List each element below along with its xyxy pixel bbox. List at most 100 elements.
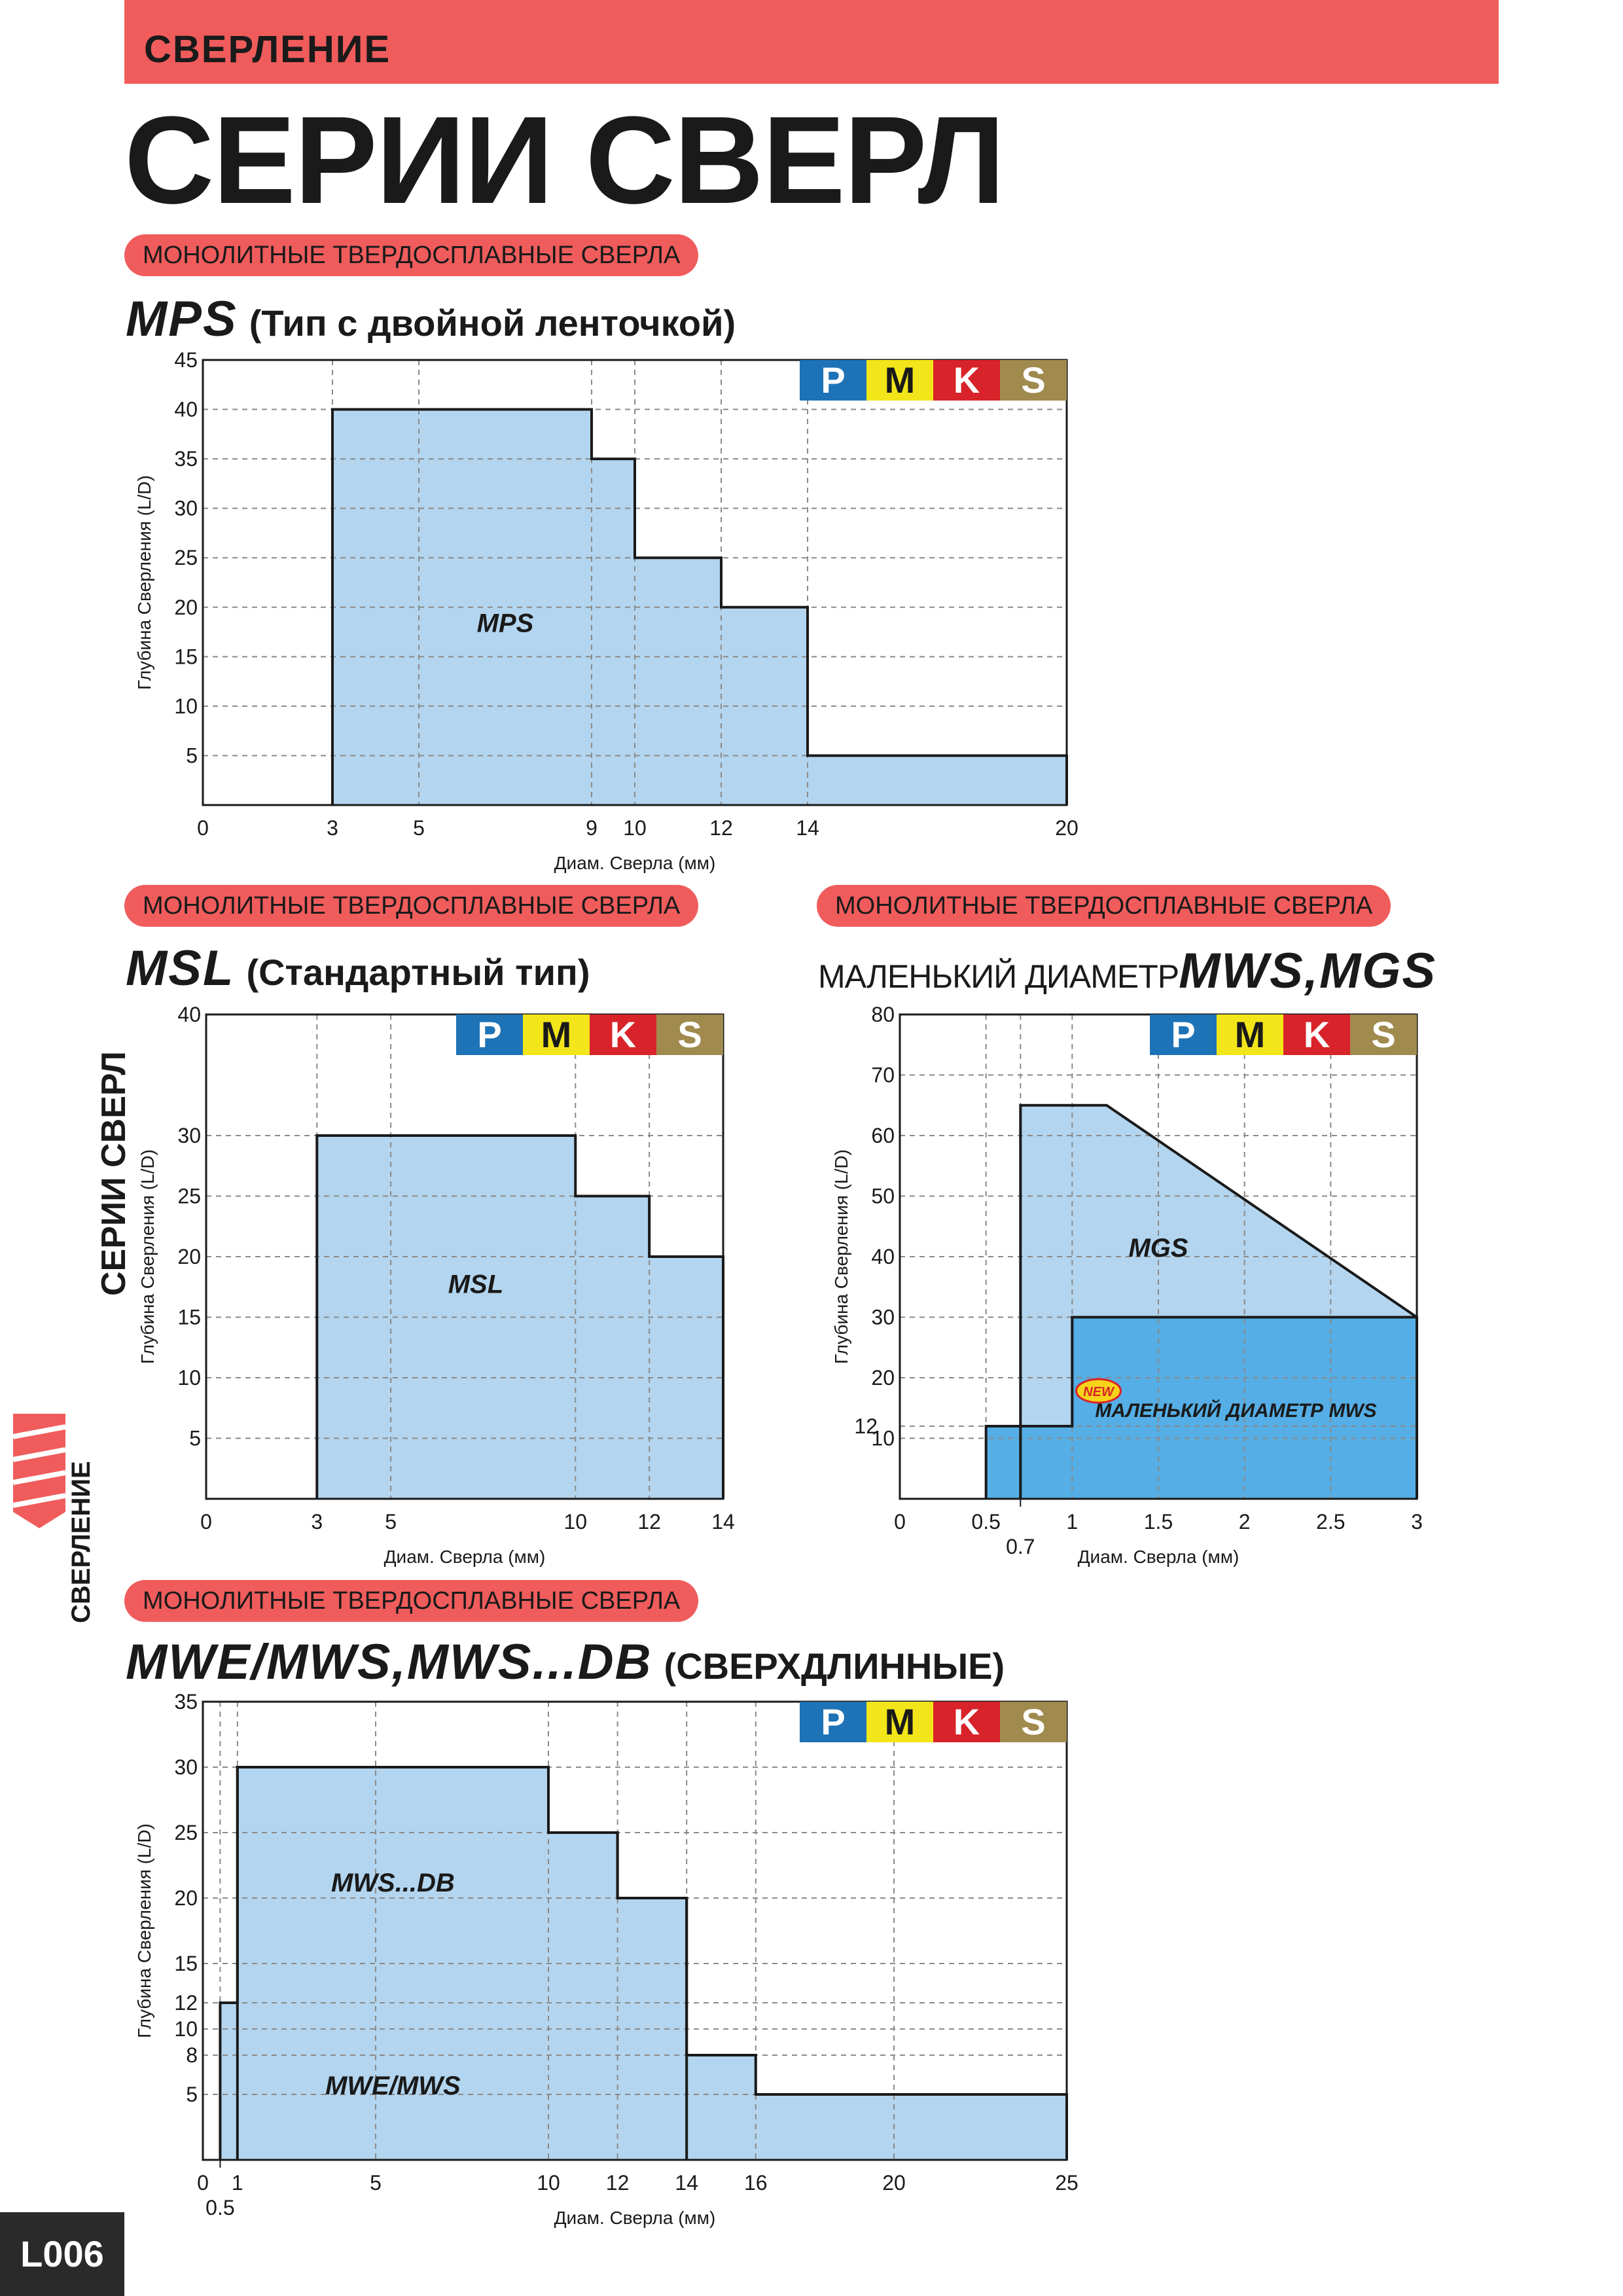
material-badge-label: M: [885, 359, 916, 401]
material-badge: [800, 360, 866, 401]
material-badge-label: K: [1304, 1014, 1330, 1055]
x-tick-label: 12: [637, 1510, 661, 1534]
series-label: МАЛЕНЬКИЙ ДИАМЕТР MWS: [1095, 1399, 1376, 1422]
page-title: СЕРИИ СВЕРЛ: [124, 91, 1005, 230]
sidebar-subtitle: СВЕРЛЕНИЕ: [67, 1461, 96, 1623]
series-code: MSL: [126, 941, 235, 996]
material-badge: [1283, 1014, 1350, 1055]
y-tick-label: 80: [871, 1003, 895, 1026]
x-tick-label: 5: [413, 816, 425, 840]
material-badge: [656, 1014, 723, 1055]
x-tick-label: 0.7: [1006, 1535, 1035, 1558]
material-badge-label: M: [885, 1701, 916, 1742]
y-tick-label: 60: [871, 1124, 895, 1147]
plot-frame: [202, 1700, 1068, 2161]
x-tick-label: 10: [563, 1510, 587, 1534]
drill-icon: [12, 1414, 66, 1528]
y-tick-label: 12: [854, 1414, 878, 1438]
page-number: L006: [0, 2212, 124, 2296]
y-tick-label: 30: [871, 1306, 895, 1329]
x-tick-label: 1: [232, 2171, 243, 2195]
y-axis-label: Глубина Сверления (L/D): [137, 1149, 158, 1364]
series-code: MPS: [126, 291, 238, 347]
x-tick-label: 14: [711, 1510, 735, 1534]
series-title-mwe: MWE/MWS,MWS...DB (СВЕРХДЛИННЫЕ): [126, 1638, 1005, 1687]
x-tick-label: 5: [370, 2171, 382, 2195]
new-badge: [1075, 1378, 1122, 1404]
material-badge-label: S: [1371, 1014, 1395, 1055]
x-axis-label: Диам. Сверла (мм): [384, 1547, 546, 1567]
material-badge: [456, 1014, 523, 1055]
sidebar-title: СЕРИИ СВЕРЛ: [95, 1051, 133, 1296]
material-badge-label: K: [610, 1014, 636, 1055]
section-label: СВЕРЛЕНИЕ: [144, 28, 391, 71]
material-badge-label: S: [1021, 359, 1045, 401]
series-label: MPS: [477, 609, 534, 638]
y-tick-label: 12: [174, 1991, 198, 2015]
series-label: MGS: [1128, 1234, 1188, 1263]
y-axis-label: Глубина Сверления (L/D): [134, 1823, 154, 2038]
y-tick-label: 20: [871, 1366, 895, 1390]
new-badge-label: NEW: [1083, 1385, 1115, 1399]
y-axis-label: Глубина Сверления (L/D): [831, 1149, 851, 1364]
x-tick-label: 5: [385, 1510, 397, 1534]
x-tick-label: 25: [1055, 2171, 1079, 2195]
y-tick-label: 15: [177, 1306, 201, 1329]
x-tick-label: 12: [606, 2171, 630, 2195]
category-pill: МОНОЛИТНЫЕ ТВЕРДОСПЛАВНЫЕ СВЕРЛА: [124, 234, 699, 276]
x-axis-label: Диам. Сверла (мм): [554, 853, 716, 873]
x-axis-label: Диам. Сверла (мм): [1078, 1547, 1240, 1567]
y-tick-label: 35: [174, 447, 198, 471]
material-badge: [866, 360, 933, 401]
y-tick-label: 30: [174, 1755, 198, 1779]
x-tick-label: 3: [311, 1510, 323, 1534]
y-tick-label: 20: [177, 1245, 201, 1268]
series-desc: (Стандартный тип): [246, 952, 590, 993]
series-code: MWE/MWS,MWS...DB: [126, 1634, 652, 1690]
material-badge-label: P: [477, 1014, 501, 1055]
x-tick-label: 10: [623, 816, 647, 840]
material-badge: [1350, 1014, 1417, 1055]
material-badge-label: K: [954, 1701, 980, 1742]
y-tick-label: 40: [177, 1003, 201, 1026]
series-outline: [219, 1766, 1068, 2160]
series-area: [332, 409, 1067, 805]
x-tick-label: 0: [200, 1510, 212, 1534]
x-tick-label: 0.5: [971, 1510, 1000, 1534]
material-badge-label: P: [821, 1701, 845, 1742]
x-tick-label: 10: [537, 2171, 560, 2195]
material-badge-label: M: [541, 1014, 572, 1055]
y-tick-label: 10: [871, 1427, 895, 1450]
chart-svg: P M K S 0 3 5 10 12 14 5 10 15 20 25 30 40 Диам. Сверла (…: [137, 1003, 735, 1567]
y-tick-label: 25: [174, 1821, 198, 1844]
side-vertical-labels: СВЕРЛЕНИЕ СЕРИИ СВЕРЛ: [26, 1051, 133, 1623]
y-tick-label: 40: [871, 1245, 895, 1268]
section-header-bar: [124, 0, 1499, 84]
x-tick-label: 20: [1055, 816, 1079, 840]
plot-frame: [202, 359, 1068, 806]
y-tick-label: 30: [174, 497, 198, 520]
material-badge: [933, 1702, 1000, 1742]
series-area: [986, 1317, 1417, 1499]
y-tick-label: 50: [871, 1185, 895, 1208]
material-badge-label: M: [1235, 1014, 1266, 1055]
chart-mps: P M K S 0 3 5 9 10 12 14 20 5 10 15 20 25 30 35 40 45 Диам. С…: [105, 347, 1086, 890]
x-tick-label: 2.5: [1316, 1510, 1345, 1534]
y-tick-label: 45: [174, 348, 198, 372]
series-prefix: МАЛЕНЬКИЙ ДИАМЕТР: [818, 958, 1179, 995]
material-badge-label: K: [954, 359, 980, 401]
series-area: [220, 1767, 1067, 2160]
series-label: MWE/MWS: [325, 2072, 461, 2100]
series-outline: [331, 408, 1068, 805]
category-pill: МОНОЛИТНЫЕ ТВЕРДОСПЛАВНЫЕ СВЕРЛА: [817, 885, 1391, 927]
y-tick-label: 15: [174, 645, 198, 668]
y-tick-label: 10: [174, 694, 198, 718]
category-pill: МОНОЛИТНЫЕ ТВЕРДОСПЛАВНЫЕ СВЕРЛА: [124, 885, 699, 927]
material-badge: [1000, 1702, 1067, 1742]
y-tick-label: 5: [186, 744, 198, 767]
material-badge-label: S: [1021, 1701, 1045, 1742]
series-desc: (Тип с двойной ленточкой): [249, 302, 736, 344]
category-pill: МОНОЛИТНЫЕ ТВЕРДОСПЛАВНЫЕ СВЕРЛА: [124, 1580, 699, 1622]
